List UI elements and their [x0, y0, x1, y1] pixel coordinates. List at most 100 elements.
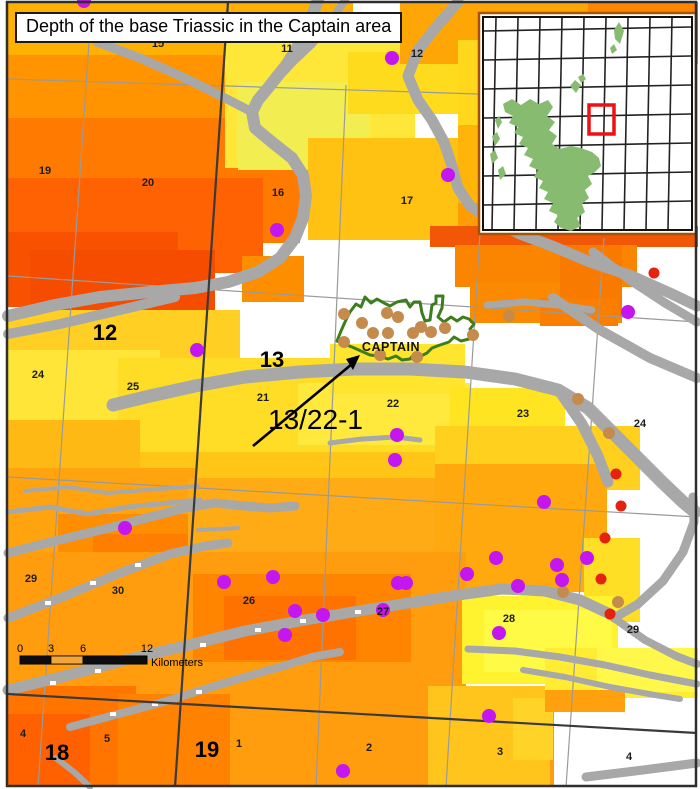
inset-grid-line	[483, 200, 692, 206]
channel-tick	[50, 681, 56, 685]
block-number-label: 28	[503, 613, 515, 625]
scalebar-unit-label: Kilometers	[151, 657, 203, 669]
well-marker-brown	[356, 317, 368, 329]
channel-path	[402, 0, 700, 312]
block-number-label: 17	[401, 195, 413, 207]
scalebar-segment	[50, 655, 84, 665]
depth-color-region	[545, 690, 625, 712]
well-marker-red	[604, 608, 616, 620]
channel-tick	[300, 619, 306, 623]
channel-path	[327, 434, 423, 446]
block-number-label: 4	[626, 751, 633, 763]
scalebar-segment	[82, 655, 148, 665]
inset-island	[614, 22, 624, 44]
well-marker-purple	[316, 608, 330, 622]
block-number-label: 24	[634, 418, 647, 430]
block-number-label: 25	[127, 381, 139, 393]
block-number-label: 20	[142, 177, 154, 189]
well-marker-purple	[441, 168, 455, 182]
well-marker-brown	[572, 393, 584, 405]
graticule-line	[7, 476, 698, 518]
well-marker-purple	[460, 567, 474, 581]
block-number-label: 12	[411, 48, 423, 60]
quadrant-number-label: 18	[45, 740, 69, 765]
channel-tick	[152, 702, 158, 706]
quadrant-boundary-line	[173, 1, 230, 788]
channel-tick	[196, 690, 202, 694]
well-marker-purple	[537, 495, 551, 509]
well-marker-brown	[439, 322, 451, 334]
quadrant-number-label: 12	[93, 320, 117, 345]
well-marker-purple	[555, 573, 569, 587]
block-number-label: 22	[387, 398, 399, 410]
well-marker-purple	[336, 764, 350, 778]
well-marker-brown	[557, 586, 569, 598]
well-marker-purple	[489, 551, 503, 565]
block-number-label: 24	[32, 369, 45, 381]
inset-map-border	[482, 16, 693, 231]
well-marker-purple	[482, 709, 496, 723]
channel-path	[23, 484, 200, 495]
quadrant-number-label: 19	[195, 737, 219, 762]
channel-path	[581, 758, 700, 782]
well-marker-red	[648, 267, 660, 279]
well-marker-brown	[415, 321, 427, 333]
depth-color-region	[458, 40, 480, 125]
field-label: CAPTAIN	[362, 340, 420, 354]
channel-path	[5, 497, 203, 517]
quadrant-boundary-line	[7, 692, 698, 735]
inset-grid-line	[483, 26, 692, 32]
well-marker-purple	[270, 223, 284, 237]
channel-path	[53, 755, 93, 789]
scalebar-tick-label: 3	[48, 643, 54, 655]
well-marker-brown	[382, 327, 394, 339]
inset-grid-line	[645, 17, 651, 230]
scalebar-segment	[19, 655, 52, 665]
map-title: Depth of the base Triassic in the Captai…	[15, 12, 403, 43]
channel-tick	[200, 643, 206, 647]
well-marker-red	[595, 573, 607, 585]
channel-path	[106, 362, 700, 519]
well-marker-purple	[278, 628, 292, 642]
inset-grid-line	[483, 84, 692, 90]
well-marker-brown	[338, 308, 350, 320]
channel-tick	[95, 669, 101, 673]
block-number-label: 11	[281, 43, 293, 55]
channel-path	[3, 538, 233, 623]
well-marker-brown	[374, 349, 386, 361]
channel-tick	[255, 628, 261, 632]
channel-path	[196, 526, 240, 532]
scalebar-tick-label: 6	[80, 643, 86, 655]
well-marker-red	[599, 532, 611, 544]
captain-field-outline	[335, 294, 476, 362]
block-number-label: 3	[497, 746, 503, 758]
inset-island	[490, 150, 498, 164]
annotation-arrowhead-icon	[346, 355, 360, 370]
well-marker-purple	[580, 551, 594, 565]
well-marker-purple	[492, 626, 506, 640]
well-marker-red	[615, 500, 627, 512]
well-marker-purple	[390, 428, 404, 442]
well-marker-red	[610, 468, 622, 480]
inset-grid-line	[623, 17, 629, 230]
block-number-label: 27	[377, 606, 389, 618]
inset-island	[610, 44, 617, 54]
annotation-arrow	[252, 362, 353, 448]
well-marker-purple	[550, 558, 564, 572]
well-marker-brown	[411, 351, 423, 363]
block-number-label: 29	[627, 624, 639, 636]
block-number-label: 26	[243, 595, 255, 607]
channel-tick	[110, 712, 116, 716]
well-marker-purple	[217, 575, 231, 589]
block-number-label: 16	[272, 187, 284, 199]
well-marker-purple	[385, 51, 399, 65]
channel-path	[554, 386, 614, 488]
well-marker-brown	[338, 336, 350, 348]
inset-grid-line	[601, 17, 607, 230]
block-number-label: 30	[112, 585, 124, 597]
well-marker-purple	[376, 603, 390, 617]
well-marker-brown	[467, 329, 479, 341]
channel-path	[92, 37, 257, 117]
block-number-label: 23	[517, 408, 529, 420]
